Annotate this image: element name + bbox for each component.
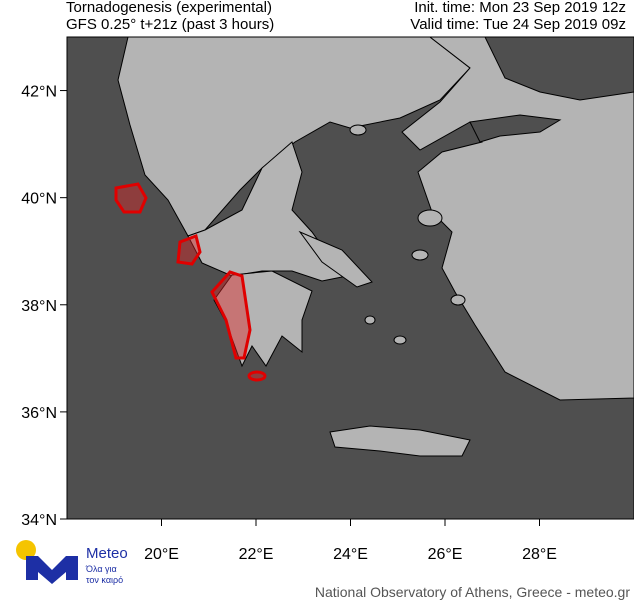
map — [66, 36, 634, 520]
lon-tick-label: 20°E — [144, 546, 179, 563]
lat-tick-label: 40°N — [21, 191, 57, 208]
logo-sun — [16, 540, 36, 560]
valid-time: Valid time: Tue 24 Sep 2019 09z — [410, 16, 626, 33]
logo-mark — [26, 556, 78, 584]
island — [393, 335, 407, 345]
logo: Meteo Όλα για τον καιρό — [16, 540, 128, 585]
lon-tick-label: 28°E — [522, 546, 557, 563]
crete — [329, 425, 471, 457]
lon-tick-label: 22°E — [239, 546, 274, 563]
subtitle: GFS 0.25° t+21z (past 3 hours) — [66, 16, 274, 33]
risk-area — [176, 234, 202, 266]
lat-tick-label: 34°N — [21, 512, 57, 529]
island — [417, 209, 443, 227]
lon-tick-label: 24°E — [333, 546, 368, 563]
logo-name: Meteo — [86, 545, 128, 562]
lat-tick-label: 36°N — [21, 405, 57, 422]
risk-area — [114, 182, 148, 214]
lat-tick-label: 38°N — [21, 298, 57, 315]
init-time: Init. time: Mon 23 Sep 2019 12z — [414, 0, 626, 16]
risk-area — [210, 270, 252, 360]
lon-tick-label: 26°E — [428, 546, 463, 563]
island — [450, 294, 466, 306]
title: Tornadogenesis (experimental) — [66, 0, 272, 16]
euboea — [298, 230, 373, 288]
black-sea — [484, 36, 634, 101]
lat-tick-label: 42°N — [21, 84, 57, 101]
footer: National Observatory of Athens, Greece -… — [315, 584, 630, 600]
axes: 34°N 36°N 38°N 40°N 42°N 20°E 22°E 24°E 26°E 28°E — [21, 84, 557, 563]
risk-area — [247, 370, 267, 382]
island — [349, 124, 367, 136]
logo-tagline: Όλα για — [85, 564, 117, 574]
marmara — [469, 114, 562, 143]
island — [411, 249, 429, 261]
island — [364, 315, 376, 325]
logo-tagline: τον καιρό — [86, 575, 123, 585]
